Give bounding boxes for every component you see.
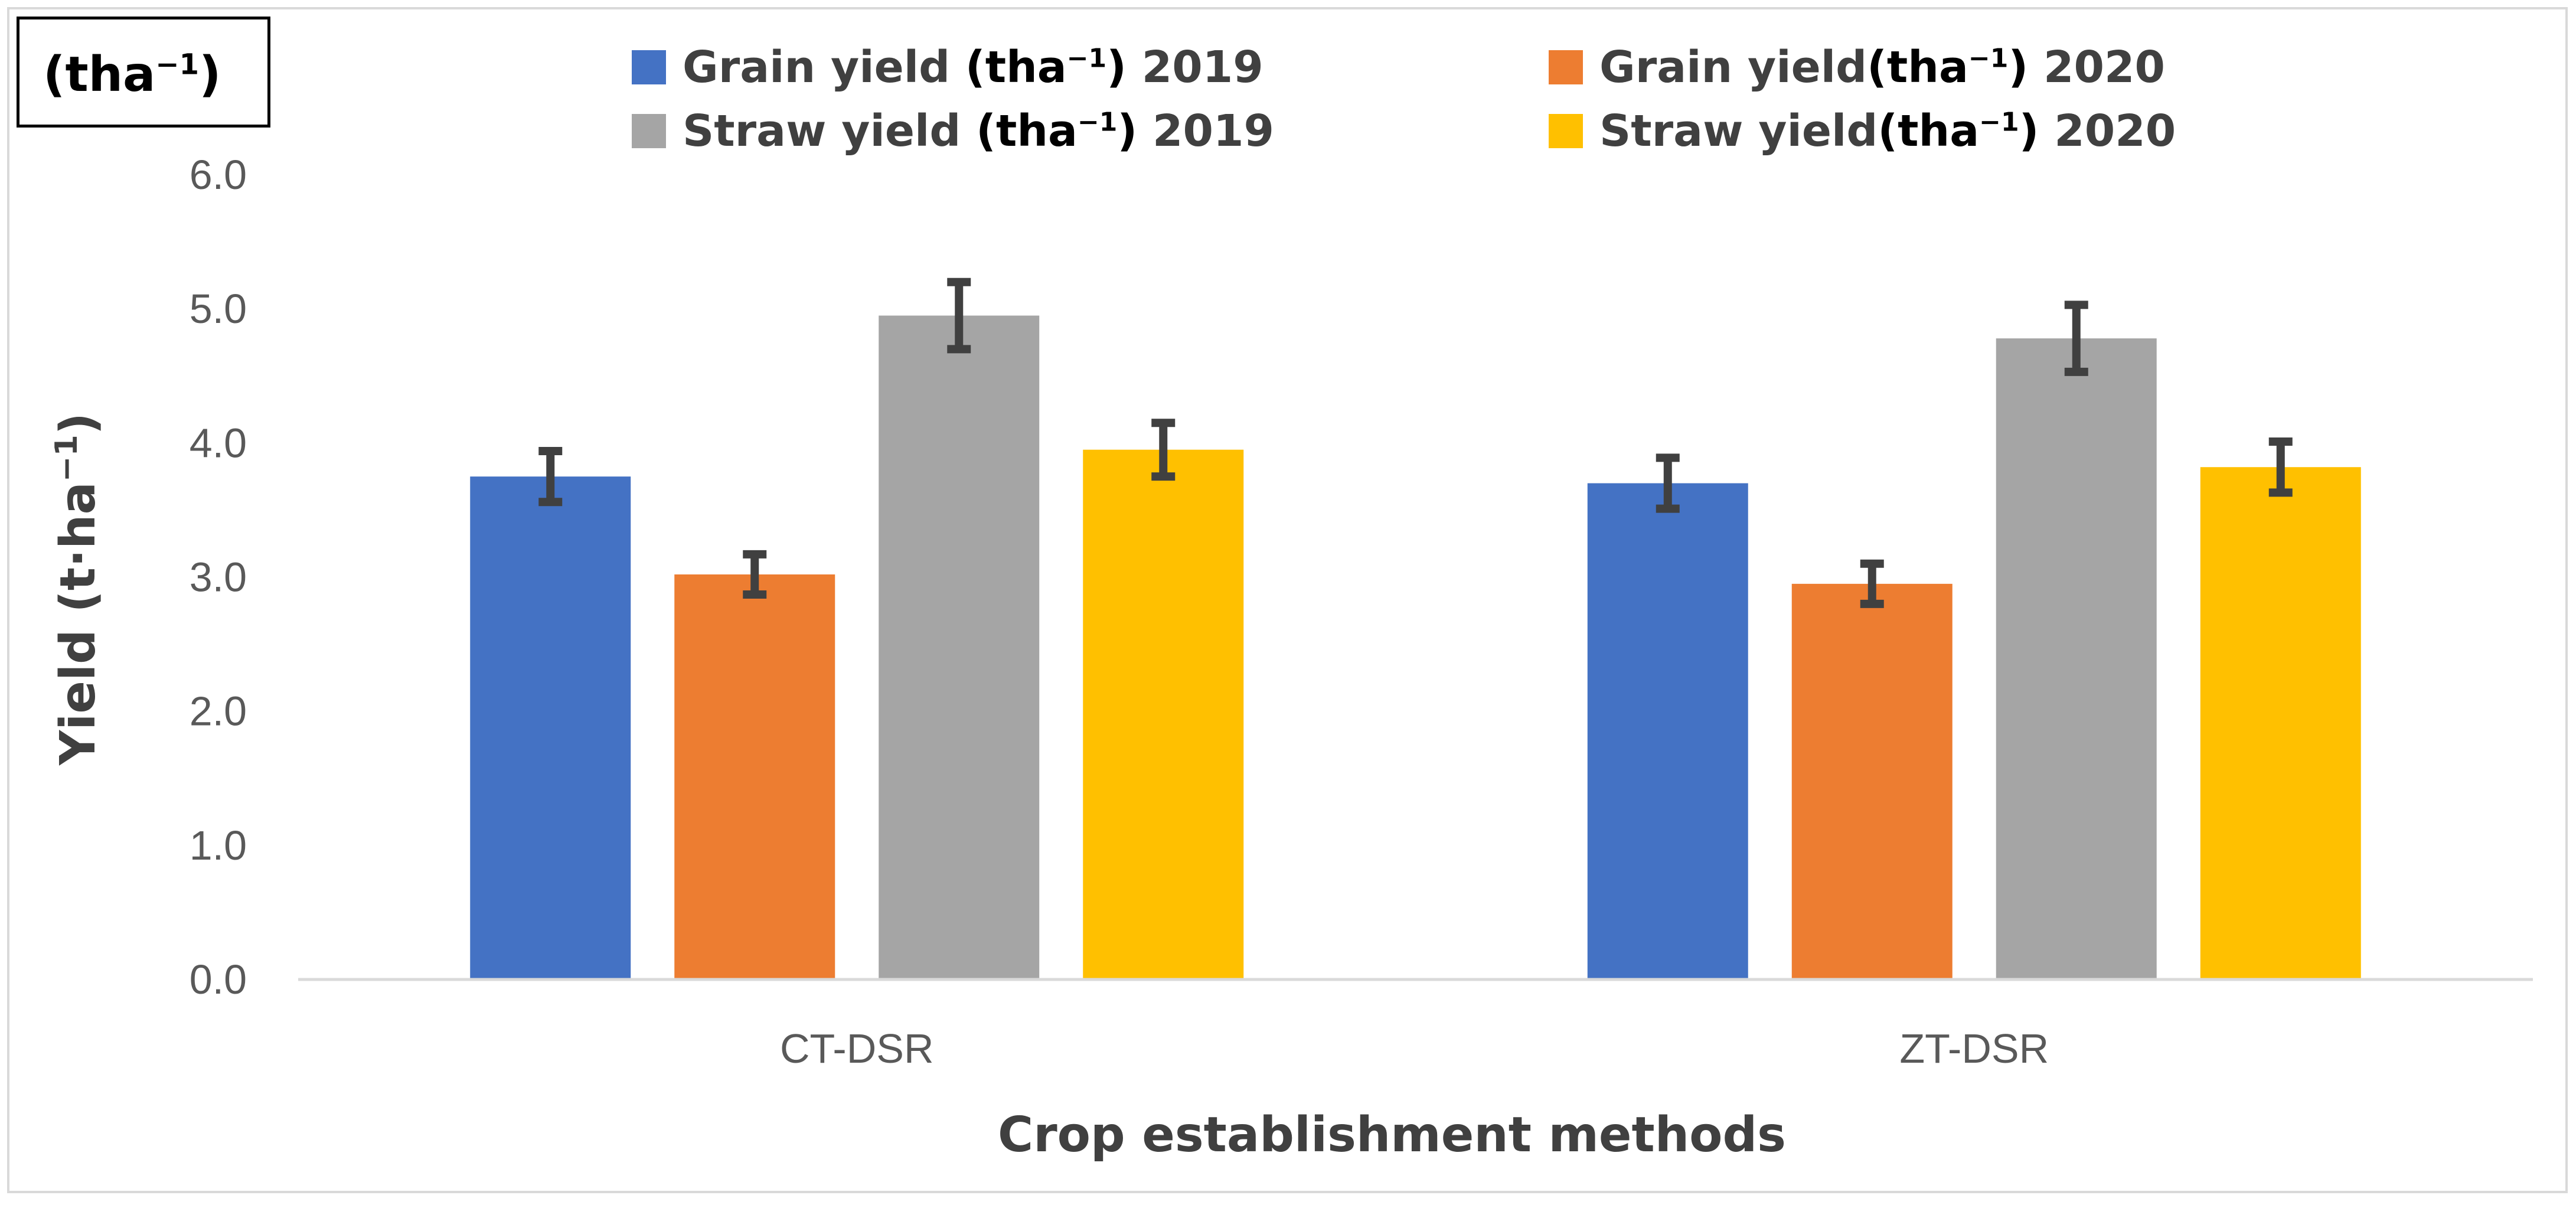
legend-unit-close: ) (1117, 106, 1138, 156)
x-category-label: ZT-DSR (1899, 1026, 2049, 1072)
y-axis-title-close: ) (50, 413, 106, 435)
legend-swatch-grain-2020 (1549, 50, 1583, 84)
bar-ct-dsr-series-0 (470, 476, 631, 979)
legend-unit-exp: −1 (1077, 107, 1118, 138)
error-bar (1860, 559, 1884, 608)
legend-unit-base: (tha (976, 106, 1078, 156)
y-axis-title-exp: −1 (49, 435, 84, 482)
legend-pre: Straw yield (683, 106, 977, 156)
legend-unit: (tha−1) (1878, 106, 2039, 156)
bar-ct-dsr-series-3 (1083, 449, 1244, 979)
error-bars-group (538, 277, 2293, 608)
legend-unit-close: ) (1106, 42, 1127, 93)
legend-pre: Straw yield (1599, 106, 1878, 156)
error-bar (1151, 419, 1176, 481)
legend-text-straw-2020: Straw yield(tha−1) 2020 (1599, 106, 2176, 156)
legend-post: 2019 (1137, 106, 1274, 156)
error-bar (743, 550, 767, 599)
legend-swatch-straw-2020 (1549, 114, 1583, 148)
y-tick-label: 4.0 (190, 420, 247, 466)
bar-zt-dsr-series-1 (1791, 583, 1953, 979)
bar-zt-dsr-series-2 (1996, 338, 2157, 979)
y-tick-label: 6.0 (190, 152, 247, 198)
legend-unit-exp: −1 (1968, 43, 2009, 74)
unit-box-base: (tha (43, 47, 156, 103)
legend-swatch-straw-2019 (632, 114, 666, 148)
legend-unit-exp: −1 (1979, 107, 2019, 138)
legend-text-grain-2020: Grain yield(tha−1) 2020 (1599, 42, 2165, 93)
legend-post: 2020 (2039, 106, 2176, 156)
x-category-label: CT-DSR (780, 1026, 934, 1072)
error-bar (2064, 301, 2088, 376)
error-bar (1656, 453, 1680, 513)
legend-unit-exp: −1 (1066, 43, 1107, 74)
legend-unit: (tha−1) (976, 106, 1137, 156)
y-tick-label: 1.0 (190, 822, 247, 868)
unit-label-box: (tha−1) (17, 17, 270, 128)
legend-text-grain-2019: Grain yield (tha−1) 2019 (683, 42, 1263, 93)
legend-unit-close: ) (2008, 42, 2029, 93)
bar-zt-dsr-series-3 (2200, 467, 2361, 979)
legend-item-grain-2019: Grain yield (tha−1) 2019 (632, 38, 1263, 97)
x-axis-title: Crop establishment methods (998, 1107, 1786, 1163)
y-tick-label: 0.0 (190, 956, 247, 1002)
legend-unit: (tha−1) (1867, 42, 2028, 93)
bar-zt-dsr-series-0 (1587, 483, 1748, 979)
legend-text-straw-2019: Straw yield (tha−1) 2019 (683, 106, 1274, 156)
bar-ct-dsr-series-2 (879, 315, 1040, 979)
unit-box-exponent: −1 (155, 48, 200, 81)
y-tick-label: 3.0 (190, 554, 247, 600)
y-axis-title-base: Yield (t·ha (50, 482, 106, 766)
legend-pre: Grain yield (683, 42, 965, 93)
legend-post: 2019 (1127, 42, 1263, 93)
y-axis-title: Yield (t·ha−1) (49, 413, 106, 766)
y-tick-label: 5.0 (190, 286, 247, 332)
unit-box-close: ) (199, 47, 221, 103)
legend-unit-base: (tha (1878, 106, 1980, 156)
legend-item-straw-2020: Straw yield(tha−1) 2020 (1549, 102, 2176, 161)
category-labels: CT-DSR ZT-DSR (780, 1026, 2049, 1072)
y-axis-ticks: 0.0 1.0 2.0 3.0 4.0 5.0 6.0 (190, 152, 247, 1002)
legend-post: 2020 (2028, 42, 2165, 93)
error-bar (538, 446, 563, 507)
legend-unit: (tha−1) (965, 42, 1127, 93)
legend-swatch-grain-2019 (632, 50, 666, 84)
legend-pre: Grain yield (1599, 42, 1867, 93)
bar-ct-dsr-series-1 (674, 574, 835, 979)
error-bar (2268, 437, 2293, 497)
legend-item-grain-2020: Grain yield(tha−1) 2020 (1549, 38, 2165, 97)
legend-unit-base: (tha (965, 42, 1067, 93)
legend-unit-close: ) (2019, 106, 2039, 156)
legend-unit-base: (tha (1867, 42, 1968, 93)
bars-group (470, 315, 2361, 979)
legend-item-straw-2019: Straw yield (tha−1) 2019 (632, 102, 1274, 161)
error-bar (947, 277, 971, 354)
y-tick-label: 2.0 (190, 688, 247, 734)
